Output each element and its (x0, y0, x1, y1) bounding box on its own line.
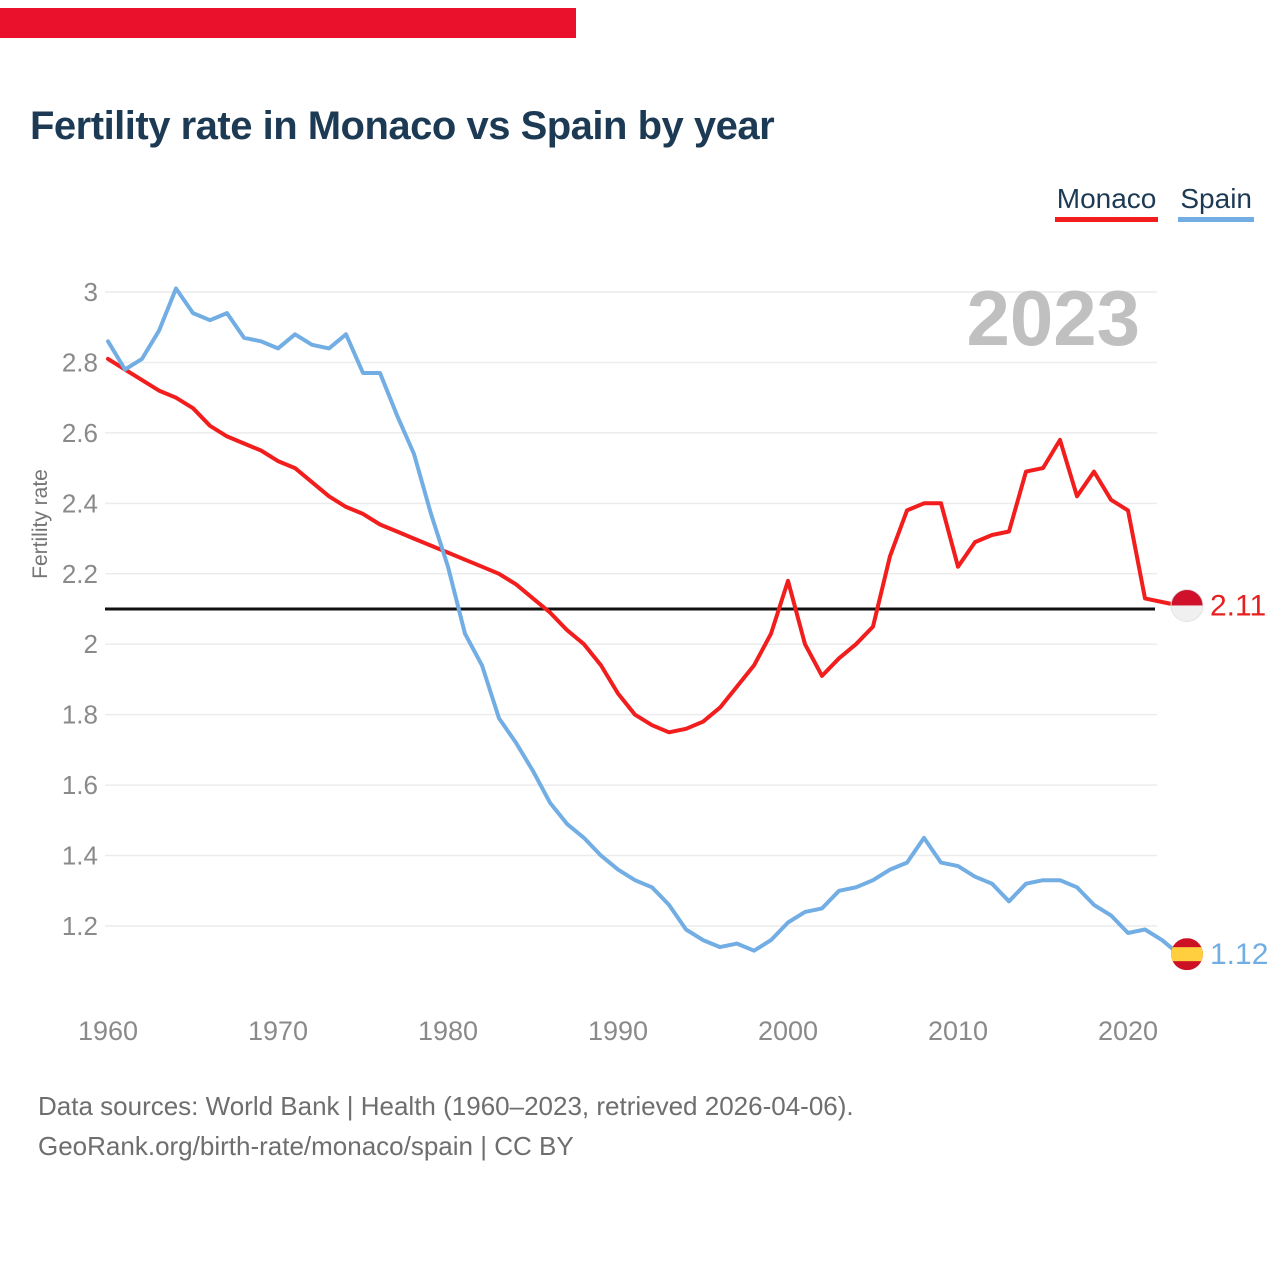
x-tick-label: 2020 (1098, 1016, 1158, 1046)
watermark-year: 2023 (966, 274, 1140, 362)
x-tick-label: 1980 (418, 1016, 478, 1046)
x-tick-label: 1960 (78, 1016, 138, 1046)
y-tick-label: 1.4 (62, 841, 98, 871)
monaco-flag-icon (1171, 605, 1203, 622)
legend-swatch-monaco (1054, 217, 1159, 223)
legend-item-monaco[interactable]: Monaco (1054, 183, 1159, 223)
x-tick-label: 1970 (248, 1016, 308, 1046)
y-tick-label: 2.2 (62, 559, 98, 589)
page-title: Fertility rate in Monaco vs Spain by yea… (30, 104, 775, 148)
y-tick-label: 2.4 (62, 488, 98, 518)
x-tick-label: 1990 (588, 1016, 648, 1046)
y-tick-label: 2 (84, 629, 98, 659)
legend-swatch-spain (1178, 217, 1254, 223)
y-axis-title: Fertility rate (29, 469, 52, 579)
top-red-bar (0, 8, 576, 38)
footer-attribution: GeoRank.org/birth-rate/monaco/spain | CC… (38, 1131, 574, 1161)
legend-item-spain[interactable]: Spain (1178, 183, 1254, 223)
end-value-label-monaco: 2.11 (1210, 589, 1266, 622)
spain-flag-icon (1171, 947, 1203, 962)
y-tick-label: 2.8 (62, 347, 98, 377)
footer: Data sources: World Bank | Health (1960–… (38, 1086, 854, 1166)
footer-data-sources: Data sources: World Bank | Health (1960–… (38, 1091, 854, 1121)
monaco-flag-icon (1171, 589, 1203, 606)
legend-label-spain: Spain (1180, 183, 1252, 214)
y-tick-label: 1.8 (62, 700, 98, 730)
y-tick-label: 3 (84, 277, 98, 307)
legend: Monaco Spain (1054, 183, 1254, 223)
y-tick-label: 1.6 (62, 770, 98, 800)
series-line-spain (106, 286, 1181, 957)
end-value-label-spain: 1.12 (1210, 938, 1268, 971)
monaco-flag-border (1170, 588, 1204, 622)
x-tick-label: 2000 (758, 1016, 818, 1046)
y-tick-label: 1.2 (62, 911, 98, 941)
x-tick-label: 2010 (928, 1016, 988, 1046)
legend-label-monaco: Monaco (1056, 183, 1157, 214)
y-tick-label: 2.6 (62, 418, 98, 448)
series-line-monaco (106, 356, 1181, 735)
